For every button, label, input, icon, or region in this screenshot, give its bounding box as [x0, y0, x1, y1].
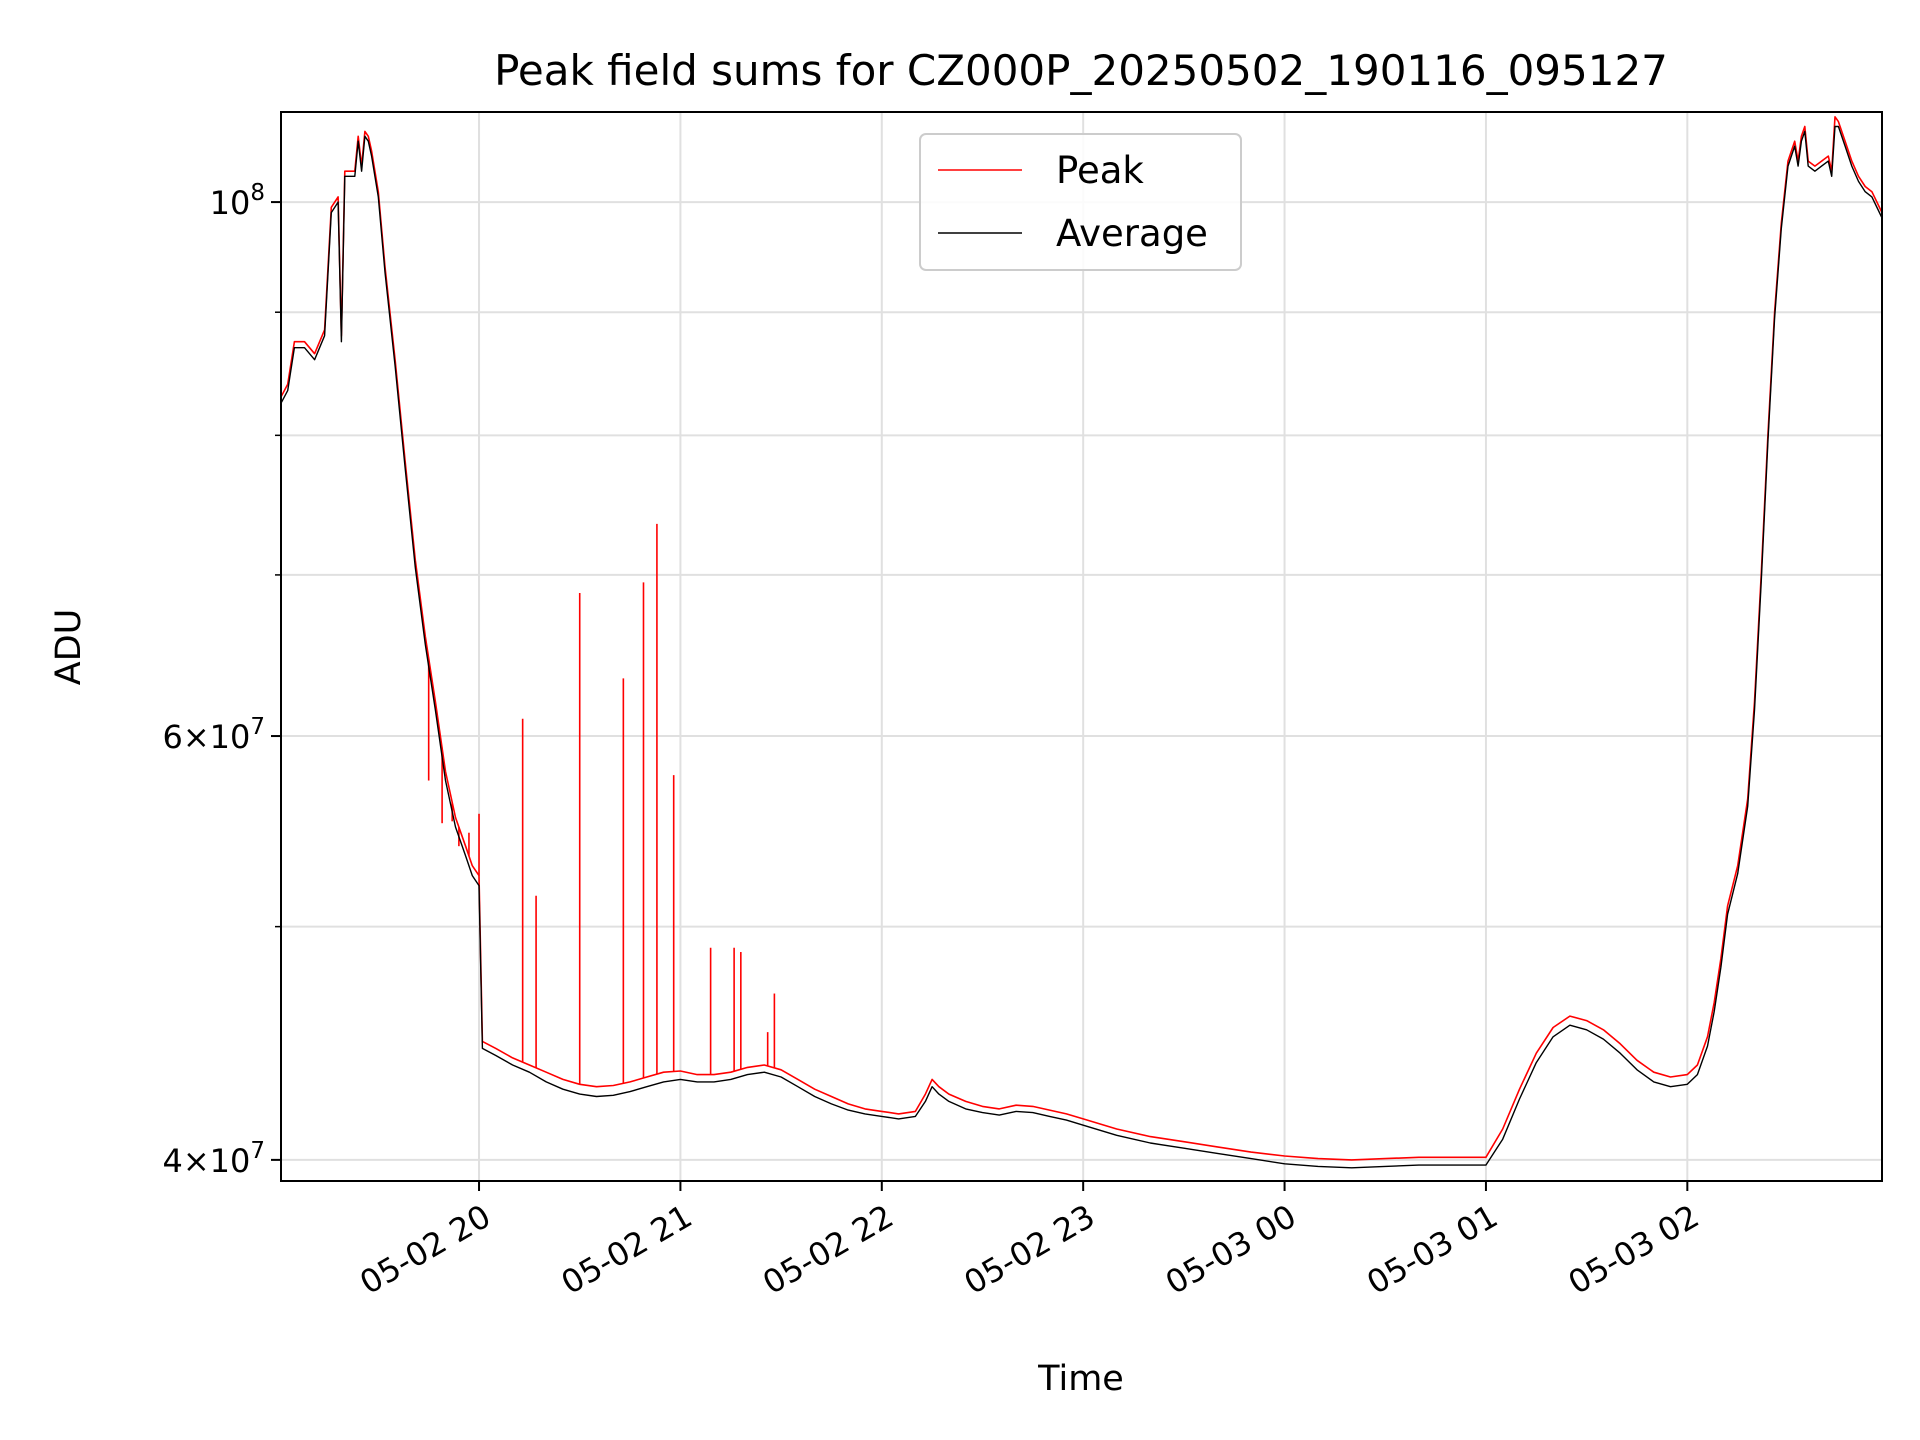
y-tick-label: 4×107: [162, 1138, 265, 1180]
plot-frame: [280, 111, 1883, 1182]
y-tick-label: 6×107: [162, 714, 265, 756]
x-axis-label: Time: [1037, 1359, 1124, 1399]
y-axis: 4×107 6×107 108: [162, 180, 281, 1180]
legend-label-peak: Peak: [1056, 149, 1144, 192]
y-tick-label: 108: [210, 180, 265, 222]
plot-area: [281, 116, 1882, 1169]
series-line-average: [281, 125, 1882, 1169]
legend: Peak Average: [919, 133, 1242, 271]
legend-box: [919, 133, 1242, 271]
chart-title: Peak field sums for CZ000P_20250502_1901…: [494, 46, 1668, 95]
y-axis-label: ADU: [49, 609, 89, 686]
legend-label-average: Average: [1056, 212, 1208, 255]
